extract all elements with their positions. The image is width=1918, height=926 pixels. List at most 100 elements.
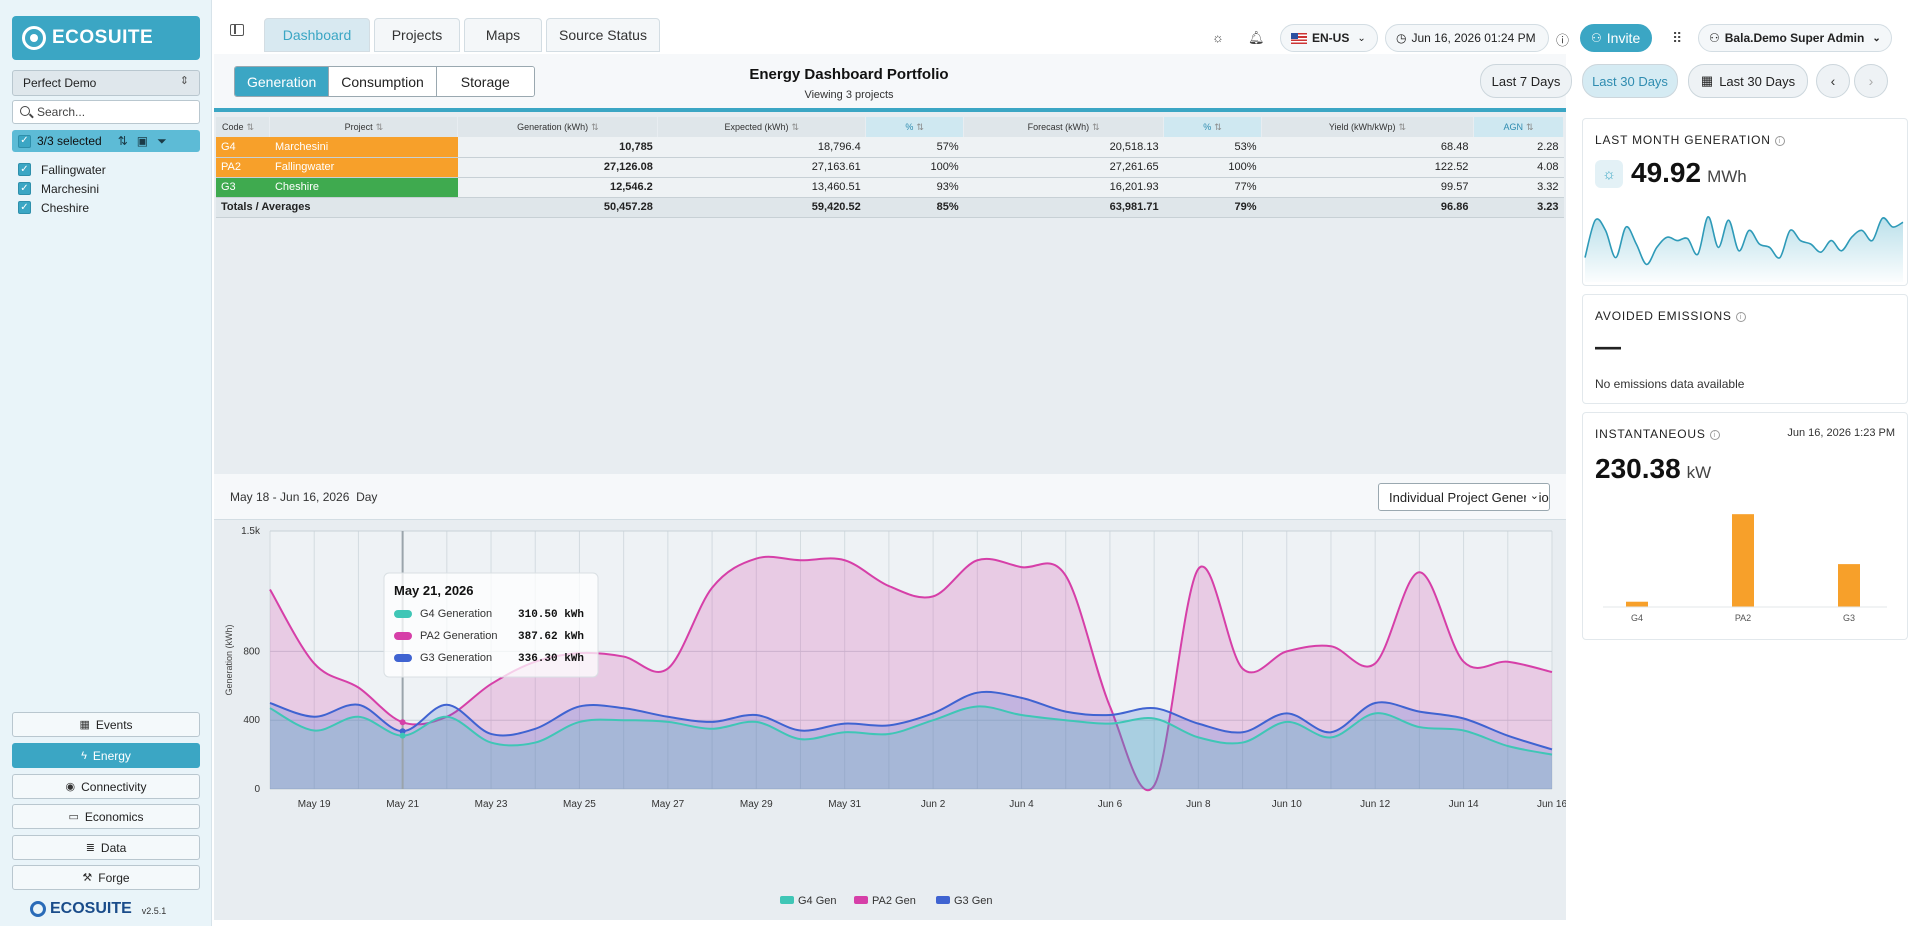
filter-icon[interactable]: ⏷ (157, 133, 167, 148)
legend-swatch (936, 896, 950, 904)
nav-forge[interactable]: ⚒ Forge (12, 865, 200, 890)
nav-label: Data (100, 840, 127, 855)
tooltip-series-label: G3 Generation (420, 652, 492, 664)
info-icon[interactable]: i (1735, 311, 1746, 322)
invite-button[interactable]: ⚇ Invite (1580, 24, 1652, 52)
project-item-cheshire[interactable]: ✓ Cheshire (18, 198, 106, 217)
generation-chart-svg[interactable]: 0 400 800 1.5k Generation (kWh) May 19 May 21 M… (216, 521, 1567, 918)
ecosuite-logo-icon (22, 26, 46, 50)
bar-label: G4 (1631, 613, 1643, 623)
theme-sun-icon[interactable]: ☼ (1212, 30, 1224, 45)
chart-mode-select[interactable]: Individual Project Generation ⌄ (1378, 483, 1550, 511)
project-table: Code ⇅ Project ⇅ Generation (kWh) ⇅ Expecte… (216, 117, 1565, 218)
tab-maps[interactable]: Maps (464, 18, 542, 52)
help-icon[interactable]: ⓘ (1556, 33, 1570, 48)
bell-icon[interactable]: 🔔︎ (1248, 30, 1265, 45)
cell-generation: 27,126.08 (457, 157, 658, 178)
project-item-marchesini[interactable]: ✓ Marchesini (18, 179, 106, 198)
project-checkbox[interactable]: ✓ (18, 201, 31, 214)
user-menu[interactable]: ⚇ Bala.Demo Super Admin ⌄ (1698, 24, 1892, 52)
legend-label: PA2 Gen (872, 895, 916, 907)
line-g4-gen[interactable] (269, 705, 1553, 756)
mode-generation-button[interactable]: Generation (235, 67, 330, 96)
y-tick-label: 1.5k (241, 526, 261, 537)
previous-period-button[interactable]: ‹ (1816, 64, 1850, 98)
cell-forecast: 27,261.65 (963, 157, 1164, 178)
tooltip-swatch (394, 610, 412, 618)
version-label: v2.5.1 (141, 906, 167, 916)
y-tick-label: 400 (243, 715, 260, 726)
footer-logo: ECOSUITE v2.5.1 (30, 900, 166, 918)
line-g3-gen[interactable] (269, 690, 1553, 751)
tooltip-series-label: PA2 Generation (420, 630, 497, 642)
table-row[interactable]: PA2 Fallingwater 27,126.08 27,163.61 100% 27,… (216, 157, 1564, 178)
page-subtitle: Viewing 3 projects (804, 89, 894, 101)
info-icon[interactable]: i (1774, 135, 1785, 146)
datetime-display[interactable]: ◷ Jun 16, 2026 01:24 PM (1385, 24, 1549, 52)
signal-icon: ◉ (65, 781, 76, 793)
col-header-yield[interactable]: Yield (kWh/kWp) ⇅ (1261, 117, 1474, 137)
cell-forecast-pct: 100% (1163, 157, 1262, 178)
project-item-fallingwater[interactable]: ✓ Fallingwater (18, 160, 106, 179)
line-pa2-gen[interactable] (269, 555, 1553, 792)
apps-grid-icon[interactable]: ⠿ (1672, 30, 1683, 46)
chevron-right-icon: › (1868, 73, 1874, 89)
bar-pa2[interactable] (1732, 514, 1754, 607)
legend-item[interactable]: G4 Gen (780, 895, 837, 907)
legend-item[interactable]: PA2 Gen (854, 895, 916, 907)
info-icon[interactable]: i (1709, 429, 1720, 440)
col-header-agn[interactable]: AGN ⇅ (1473, 117, 1565, 137)
instantaneous-time: Jun 16, 2026 1:23 PM (1787, 427, 1895, 439)
x-tick-label: Jun 14 (1449, 799, 1479, 810)
date-range-picker[interactable]: ▦ Last 30 Days (1688, 64, 1808, 98)
tooltip-series-value: 387.62 kWh (518, 631, 584, 643)
cell-expected-pct: 100% (865, 157, 964, 178)
table-row[interactable]: G4 Marchesini 10,785 18,796.4 57% 20,518.13 53… (216, 137, 1564, 158)
bar-g3[interactable] (1838, 564, 1860, 607)
sidebar-toggle-icon[interactable] (230, 24, 244, 36)
last-30-days-button[interactable]: Last 30 Days (1582, 64, 1678, 98)
money-icon: ▭ (68, 811, 79, 823)
bar-label: PA2 (1735, 613, 1751, 623)
col-header-expected[interactable]: Expected (kWh) ⇅ (657, 117, 867, 137)
nav-economics[interactable]: ▭ Economics (12, 804, 200, 829)
project-checkbox[interactable]: ✓ (18, 163, 31, 176)
cell-totals-label: Totals / Averages (216, 197, 458, 218)
col-header-code[interactable]: Code ⇅ (216, 117, 271, 137)
save-icon[interactable]: ▣ (136, 134, 149, 148)
nav-connectivity[interactable]: ◉ Connectivity (12, 774, 200, 799)
table-row[interactable]: G3 Cheshire 12,546.2 13,460.51 93% 16,201.93 7… (216, 177, 1564, 198)
language-select[interactable]: EN-US ⌄ (1280, 24, 1378, 52)
bar-g4[interactable] (1626, 601, 1648, 607)
mode-consumption-button[interactable]: Consumption (329, 67, 437, 96)
project-search-input[interactable]: Search... (12, 100, 200, 124)
portfolio-select[interactable]: Perfect Demo ⇕ (12, 70, 200, 96)
instantaneous-bar-chart: G4 PA2 G3 (1603, 514, 1887, 623)
date-range-text: May 18 - Jun 16, 2026 (230, 490, 350, 504)
brand-logo[interactable]: ECOSUITE (12, 16, 200, 60)
sort-icon[interactable]: ⇅ (117, 134, 128, 148)
col-header-forecast-pct[interactable]: % ⇅ (1163, 117, 1263, 137)
tab-projects[interactable]: Projects (374, 18, 460, 52)
nav-energy[interactable]: ϟ Energy (12, 743, 200, 768)
next-period-button[interactable]: › (1854, 64, 1888, 98)
hammer-icon: ⚒ (82, 872, 93, 884)
last-month-generation-card: LAST MONTH GENERATION i ☼ 49.92 MWh (1582, 118, 1908, 286)
chart-mode-value: Individual Project Generation (1389, 490, 1550, 505)
col-header-project[interactable]: Project ⇅ (269, 117, 459, 137)
card-title-text: LAST MONTH GENERATION (1595, 133, 1771, 147)
last-7-days-button[interactable]: Last 7 Days (1480, 64, 1572, 98)
select-all-checkbox[interactable]: ✓ (18, 134, 31, 148)
tab-source-status[interactable]: Source Status (546, 18, 660, 52)
col-header-generation[interactable]: Generation (kWh) ⇅ (457, 117, 659, 137)
col-header-forecast[interactable]: Forecast (kWh) ⇅ (963, 117, 1165, 137)
legend-item[interactable]: G3 Gen (936, 895, 993, 907)
col-header-expected-pct[interactable]: % ⇅ (865, 117, 965, 137)
nav-events[interactable]: ▦ Events (12, 712, 200, 737)
nav-data[interactable]: ≣ Data (12, 835, 200, 860)
tab-dashboard[interactable]: Dashboard (264, 18, 370, 52)
card-title: INSTANTANEOUS i (1595, 427, 1720, 441)
mode-storage-button[interactable]: Storage (436, 67, 534, 96)
cell-project: Fallingwater (269, 157, 458, 178)
project-checkbox[interactable]: ✓ (18, 182, 31, 195)
